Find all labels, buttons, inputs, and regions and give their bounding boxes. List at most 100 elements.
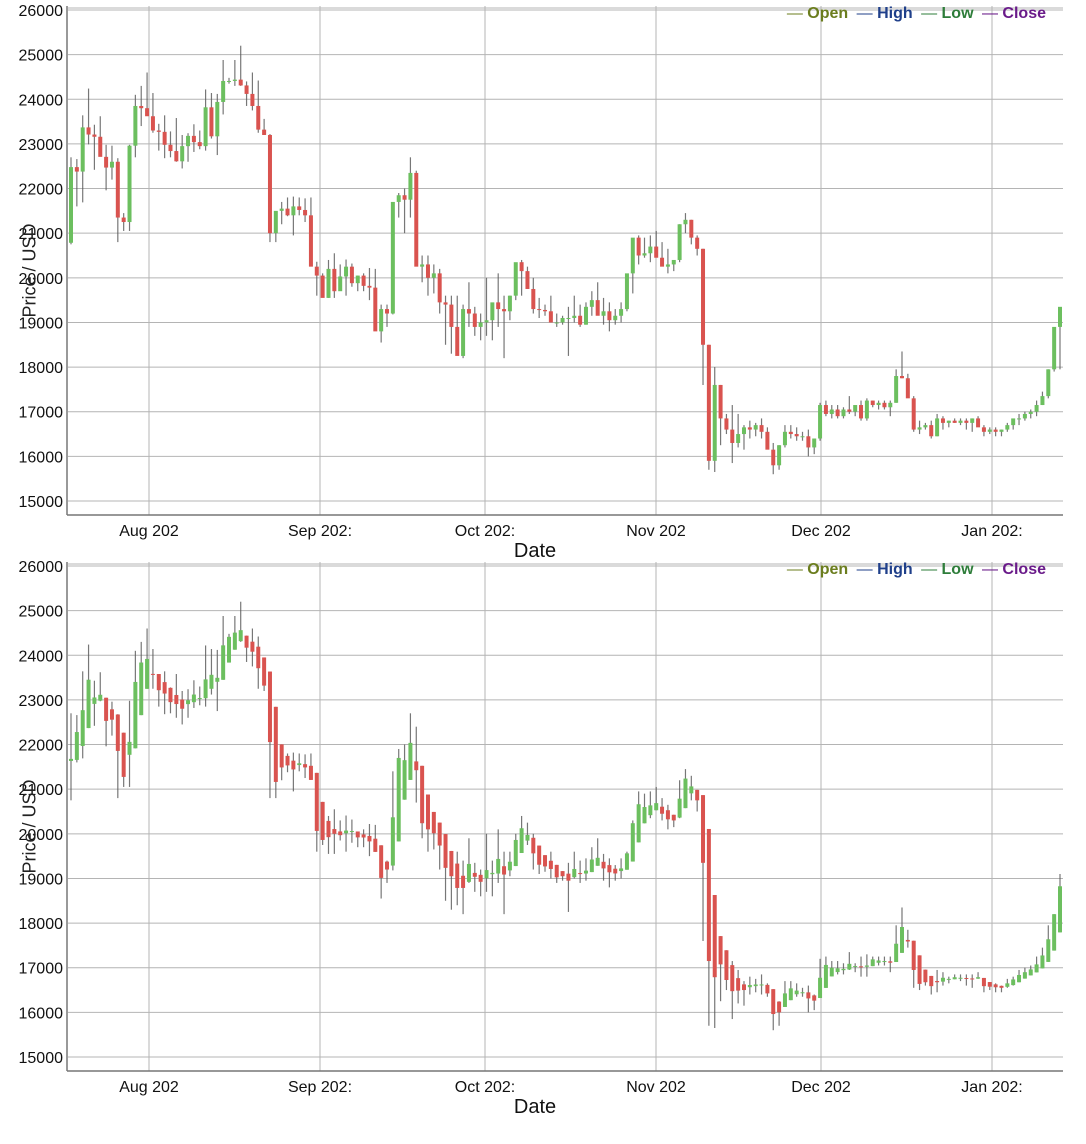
candle-body-up [390, 201, 395, 314]
candle-body-down [121, 217, 126, 223]
candle-body-up [601, 311, 606, 316]
candle-body-down [121, 732, 126, 777]
candle-body-up [572, 315, 577, 318]
candle-body-down [543, 855, 548, 867]
legend: — Open — High — Low — Close [783, 561, 1046, 579]
x-tick-label: Oct 202: [455, 1079, 515, 1096]
candle-body-up [747, 985, 752, 988]
candle-body-up [1052, 326, 1057, 370]
candle-body-up [864, 400, 869, 419]
candle-body-up [712, 384, 717, 461]
candle-body-up [677, 224, 682, 260]
candle-body-up [86, 679, 91, 729]
candle-body-down [601, 861, 606, 869]
candle-body-down [104, 697, 109, 721]
candle-body-down [548, 860, 553, 869]
legend-item-close: — Close [981, 561, 1046, 578]
candle-body-down [578, 315, 583, 325]
candle-body-down [385, 309, 390, 314]
candle-body-up [127, 741, 132, 755]
candle-body-up [297, 763, 302, 766]
y-tick-label: 18000 [19, 360, 64, 377]
candle-body-down [554, 864, 559, 878]
candle-body-up [999, 429, 1004, 432]
candle-body-up [800, 436, 805, 438]
candle-body-down [373, 838, 378, 852]
candle-body-up [1046, 369, 1051, 397]
candle-body-down [701, 248, 706, 345]
candle-body-down [993, 984, 998, 988]
candle-body-down [788, 431, 793, 435]
candle-body-down [145, 108, 150, 117]
candle-body-up [227, 636, 232, 663]
candle-body-down [150, 673, 155, 675]
candle-body-down [455, 326, 460, 356]
candle-body-up [829, 409, 834, 414]
candle-body-down [355, 831, 360, 838]
x-axis-label: Date [513, 1096, 557, 1118]
candle-body-up [221, 80, 226, 102]
candle-body-down [660, 806, 665, 814]
candle-body-down [162, 131, 167, 145]
candle-body-down [905, 378, 910, 399]
candle-body-down [899, 376, 904, 379]
candle-body-up [753, 984, 758, 987]
candle-body-down [267, 671, 272, 743]
candle-body-up [1017, 418, 1022, 420]
candle-body-down [156, 130, 161, 132]
y-tick-label: 25000 [19, 48, 64, 65]
candle-body-up [794, 990, 799, 995]
x-tick-label: Nov 202 [626, 1079, 686, 1096]
candle-body-down [115, 161, 120, 218]
candle-body-down [314, 772, 319, 831]
candle-body-up [976, 977, 981, 979]
candle-body-down [724, 418, 729, 430]
candlestick-plot: 15000 16000 17000 18000 19000 20000 21000 22000… [19, 559, 1063, 1096]
candle-body-up [759, 984, 764, 986]
candle-body-down [332, 829, 337, 834]
candle-body-down [531, 837, 536, 854]
candle-body-up [595, 857, 600, 866]
candle-body-down [443, 302, 448, 305]
candle-body-down [771, 989, 776, 1015]
candle-body-up [513, 839, 518, 867]
candle-body-down [981, 427, 986, 432]
candle-body-down [256, 646, 261, 669]
candlestick-plot: 15000 16000 17000 18000 19000 20000 21000 22000… [19, 3, 1063, 540]
candle-body-down [461, 875, 466, 888]
candle-body-down [566, 873, 571, 881]
candle-body-up [835, 968, 840, 973]
candle-body-up [583, 306, 588, 325]
candle-body-up [408, 172, 413, 200]
candle-body-up [402, 760, 407, 800]
candle-body-down [379, 845, 384, 878]
candle-body-down [905, 939, 910, 942]
candle-body-down [472, 872, 477, 877]
candle-body-down [970, 978, 975, 980]
candle-body-up [461, 309, 466, 356]
y-tick-label: 19000 [19, 871, 64, 888]
candle-body-up [841, 409, 846, 417]
candle-body-up [782, 993, 787, 1007]
candle-body-down [607, 865, 612, 873]
candle-body-up [69, 758, 73, 761]
candle-body-down [250, 93, 255, 106]
candle-body-up [589, 859, 594, 873]
candle-body-down [548, 311, 553, 323]
candle-body-down [425, 794, 430, 830]
candle-body-up [1011, 979, 1016, 986]
candle-body-up [870, 959, 875, 967]
candle-body-up [864, 965, 869, 967]
candle-body-down [174, 151, 179, 162]
candle-body-up [619, 868, 624, 872]
candle-body-down [297, 206, 302, 210]
candle-body-down [420, 765, 425, 824]
candle-body-down [262, 129, 267, 135]
candle-body-down [595, 300, 600, 316]
candle-body-up [1005, 983, 1010, 987]
candle-body-up [484, 870, 489, 879]
candle-body-up [853, 405, 858, 412]
candle-body-up [677, 798, 682, 818]
candle-body-down [531, 288, 536, 310]
y-tick-label: 23000 [19, 693, 64, 710]
